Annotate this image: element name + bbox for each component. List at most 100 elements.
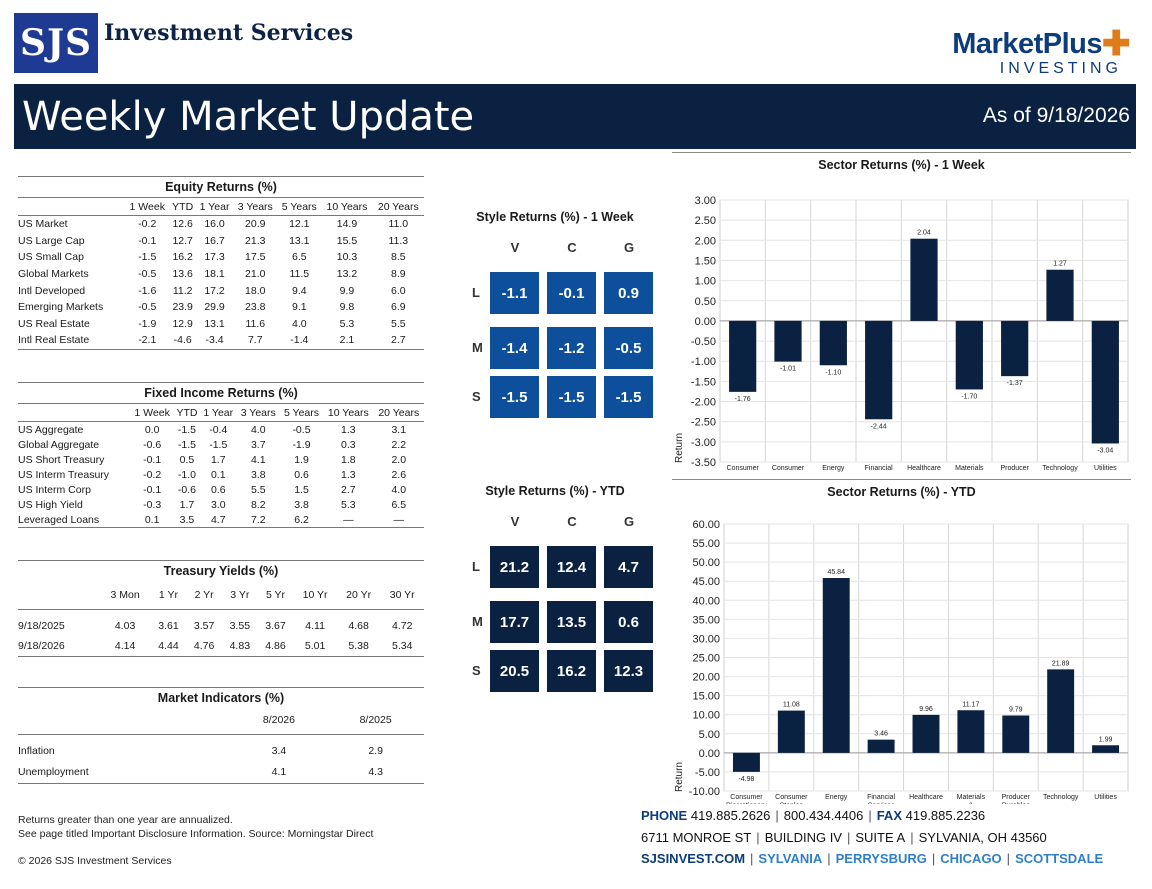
column-header: 5 Yr	[257, 589, 294, 610]
table-cell: 6.5	[391, 498, 407, 511]
column-header: 8/2026	[230, 714, 328, 735]
table-cell: 13.1	[289, 234, 310, 247]
column-header	[18, 589, 100, 610]
fax-number: 419.885.2236	[905, 808, 986, 823]
table-cell: 5.34	[391, 640, 413, 652]
bar	[777, 710, 805, 753]
style-column-header: V	[510, 240, 520, 255]
y-tick-label: 1.00	[695, 276, 716, 288]
y-tick-label: 55.00	[692, 538, 720, 550]
table-cell: 21.3	[245, 234, 266, 247]
table-cell: -0.3	[143, 498, 162, 511]
bar	[732, 752, 760, 772]
x-tick-label: Utilities	[1094, 794, 1117, 801]
equity-returns-title: Equity Returns (%)	[18, 176, 424, 198]
phone-number-tollfree[interactable]: 800.434.4406	[783, 808, 864, 823]
data-label: 9.96	[919, 706, 933, 713]
table-cell: 0.1	[210, 468, 226, 481]
style-cell: -0.1	[547, 272, 596, 314]
column-header	[18, 404, 131, 422]
title-banner: Weekly Market Update As of 9/18/2026	[14, 84, 1136, 149]
annualized-note: Returns greater than one year are annual…	[18, 814, 233, 826]
location-link-perrysburg[interactable]: PERRYSBURG	[835, 851, 927, 866]
table-cell: 11.0	[388, 218, 409, 231]
table-cell: -1.6	[138, 284, 157, 297]
location-link-sylvania[interactable]: SYLVANIA	[758, 851, 823, 866]
y-tick-label: -0.50	[691, 336, 716, 348]
style-cell: -1.2	[547, 327, 596, 369]
table-cell: 3.8	[294, 498, 309, 511]
y-tick-label: 15.00	[692, 691, 720, 703]
table-cell: 1.3	[341, 423, 356, 436]
table-cell: -0.2	[143, 468, 162, 481]
table-row: Intl Real Estate -2.1 -4.6 -3.4 7.7 -1.4 2.1 2.…	[18, 332, 424, 349]
location-link-chicago[interactable]: CHICAGO	[940, 851, 1002, 866]
table-row: US Small Cap -1.5 16.2 17.3 17.5 6.5 10.3 8.5	[18, 249, 424, 266]
table-cell: 8.5	[391, 251, 406, 264]
style-cell: -1.5	[490, 376, 539, 418]
bar	[729, 320, 757, 392]
style-row-header: M	[472, 340, 483, 355]
table-cell: 23.9	[172, 301, 193, 314]
y-tick-label: 1.50	[695, 255, 716, 267]
website-link[interactable]: SJSINVEST.COM	[641, 851, 746, 866]
table-cell: 6.5	[291, 251, 307, 264]
y-axis-title: Return	[674, 762, 685, 792]
sector-ytd-svg: 60.00 55.00 50.00 45.00 40.00 35.00 30.00 25.00…	[674, 519, 1129, 818]
phone-number[interactable]: 419.885.2626	[690, 808, 771, 823]
table-cell: 10.3	[336, 251, 358, 264]
y-tick-label: 60.00	[692, 519, 720, 531]
y-tick-label: 0.00	[695, 316, 716, 328]
plus-icon: ✚	[1102, 25, 1131, 63]
y-tick-label: -1.50	[691, 376, 716, 388]
y-tick-label: -3.00	[691, 437, 716, 449]
y-tick-label: 30.00	[692, 633, 720, 645]
location-link-scottsdale[interactable]: SCOTTSDALE	[1015, 851, 1104, 866]
fixed-income-title: Fixed Income Returns (%)	[18, 382, 424, 404]
table-cell: -0.1	[138, 234, 157, 247]
market-indicators-title: Market Indicators (%)	[18, 687, 424, 708]
table-cell: 21.0	[245, 268, 266, 281]
row-label: US Small Cap	[18, 251, 84, 264]
row-label: US High Yield	[18, 498, 83, 511]
market-indicators-section: Market Indicators (%) 8/2026 8/2025 Inflat…	[18, 687, 424, 784]
data-label: -4.98	[738, 776, 754, 783]
as-of-date: As of 9/18/2026	[982, 104, 1130, 127]
table-row: US Interm Corp -0.1 -0.6 0.6 5.5 1.5 2.7 4.0	[18, 482, 424, 497]
table-cell: 3.67	[265, 620, 286, 632]
table-cell: 16.7	[204, 234, 225, 247]
table-cell: 3.8	[250, 468, 266, 481]
table-cell: -0.1	[143, 453, 162, 466]
table-cell: 12.7	[172, 234, 193, 247]
data-label: 11.17	[962, 701, 979, 708]
x-tick-label: ProducerDurables	[1002, 794, 1031, 804]
table-cell: -0.4	[209, 423, 228, 436]
style-cell: 0.6	[604, 601, 653, 643]
marketplus-logo: MarketPlus✚ INVESTING	[952, 24, 1130, 78]
fixed-income-section: Fixed Income Returns (%) 1 Week YTD 1 Year…	[18, 382, 424, 528]
column-header: 5 Years	[279, 404, 324, 422]
table-cell: 20.9	[245, 218, 266, 231]
table-cell: 13.6	[172, 268, 193, 281]
table-cell: -1.9	[292, 438, 311, 451]
table-cell: 3.7	[250, 438, 266, 451]
table-cell: 4.7	[210, 513, 226, 526]
y-tick-label: -2.00	[691, 397, 716, 409]
table-row: Global Markets -0.5 13.6 18.1 21.0 11.5 13.2 8.…	[18, 266, 424, 283]
table-cell: 5.5	[250, 483, 266, 496]
table-cell: 1.7	[179, 498, 195, 511]
table-row: US Market -0.2 12.6 16.0 20.9 12.1 14.9 11.0	[18, 216, 424, 233]
row-label: US Interm Corp	[18, 483, 91, 496]
row-label: US Real Estate	[18, 317, 90, 330]
table-cell: 4.11	[305, 620, 325, 632]
address-city: SYLVANIA, OH 43560	[918, 830, 1047, 845]
row-label: US Interm Treasury	[18, 468, 110, 481]
table-cell: 14.9	[336, 218, 358, 231]
style-column-header: C	[567, 240, 577, 255]
contact-phone-line: PHONE 419.885.2626 | 800.434.4406 | FAX 419.…	[641, 808, 986, 823]
marketplus-logo-sub: INVESTING	[999, 60, 1122, 77]
table-cell: 13.2	[336, 268, 358, 281]
style-row-header: M	[472, 614, 483, 629]
row-label: Global Aggregate	[18, 438, 100, 451]
table-cell: 1.8	[341, 453, 356, 466]
